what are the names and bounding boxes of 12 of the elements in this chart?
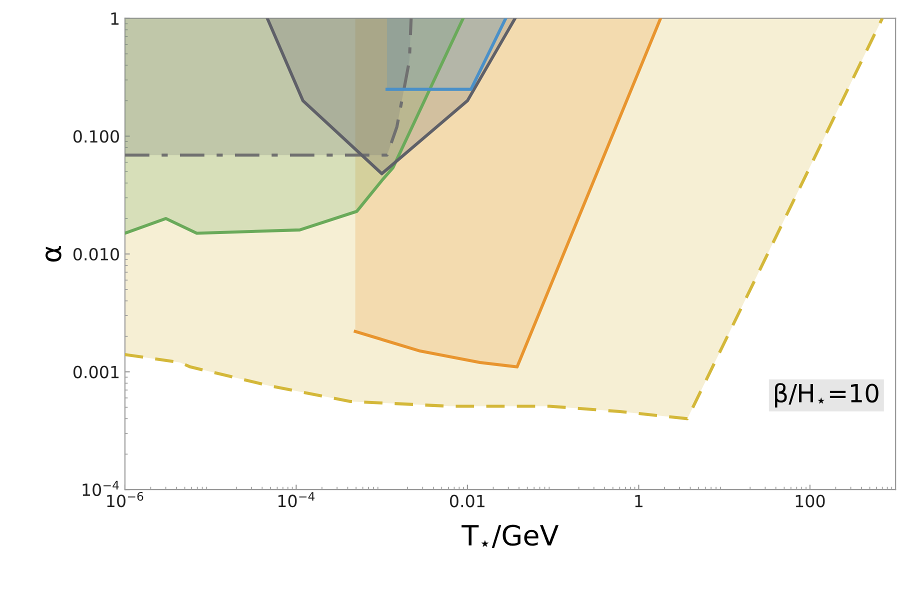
- x-tick-label: 10$^{−6}$: [107, 492, 144, 508]
- y-tick-label: 1: [111, 12, 119, 25]
- y-axis-title: α: [46, 246, 62, 262]
- y-tick-label: 0.100: [73, 130, 119, 143]
- x-tick-label: 10$^{−4}$: [278, 492, 315, 508]
- x-axis-title: T$_{⋆}$/GeV: [462, 524, 559, 548]
- annotation: β/H$_{⋆}$=10: [775, 383, 878, 408]
- x-tick-label: 1: [635, 494, 642, 508]
- y-tick-label: 0.001: [73, 366, 119, 378]
- x-tick-label: 100: [796, 494, 825, 508]
- x-tick-label: 0.01: [450, 494, 484, 508]
- y-tick-label: 0.010: [73, 248, 119, 261]
